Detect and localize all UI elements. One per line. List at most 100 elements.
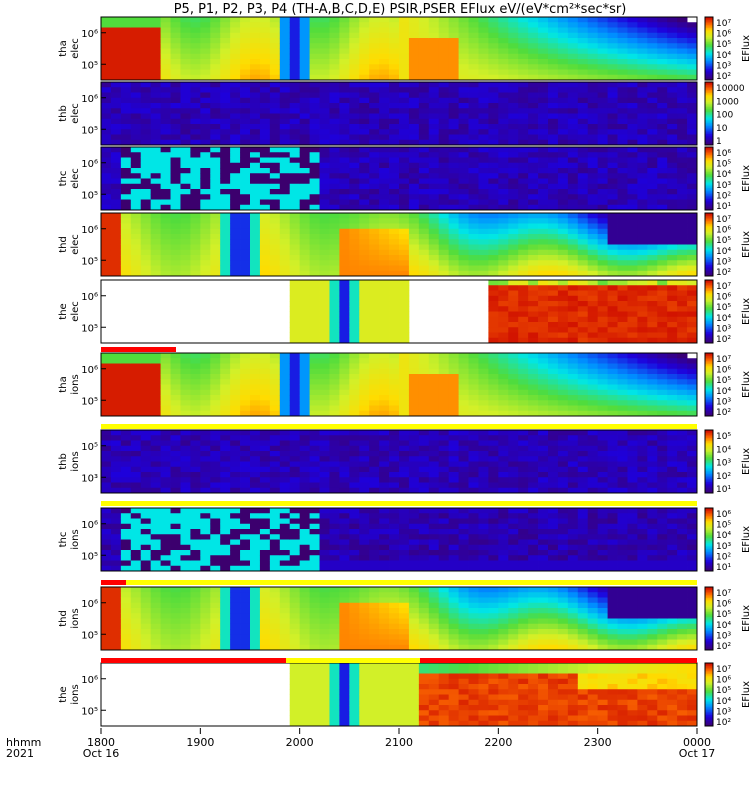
spectrogram-cell [190,43,201,49]
spectrogram-cell [677,270,688,277]
spectrogram-cell [617,124,628,130]
spectrogram-cell [190,353,201,359]
spectrogram-cell [528,17,539,23]
spectrogram-cell [548,451,559,457]
spectrogram-cell [488,82,499,88]
colorbar-cell [705,236,713,239]
spectrogram-cell [637,92,648,99]
spectrogram-cell [339,487,350,494]
spectrogram-cell [458,255,469,261]
colorbar-cell [705,17,713,19]
spectrogram-cell [647,280,658,286]
spectrogram-cell [448,265,459,272]
spectrogram-cell [279,234,291,240]
spectrogram-cell [190,405,201,412]
spectrogram-cell [359,430,370,436]
spectrogram-cell [478,218,489,224]
spectrogram-cell [597,332,608,339]
spectrogram-cell [528,118,539,125]
spectrogram-cell [627,22,638,28]
spectrogram-cell [587,228,599,235]
spectrogram-cell [488,189,499,195]
colorbar-cell [705,175,713,178]
spectrogram-cell [657,139,668,146]
spectrogram-cell [557,129,569,135]
spectrogram-cell [349,213,360,219]
spectrogram-cell [548,255,559,261]
spectrogram-cell [359,451,370,457]
spectrogram-cell [567,59,579,65]
spectrogram-cell [349,260,360,266]
spectrogram-cell [508,337,519,344]
colorbar-frame [704,279,714,344]
colorbar-cell [705,389,713,392]
spectrogram-cell [299,74,310,81]
spectrogram-cell [369,405,380,412]
spectrogram-cell [408,395,420,401]
spectrogram-cell [577,311,589,318]
spectrogram-cell [448,389,459,396]
spectrogram-cell [567,113,579,120]
spectrogram-cell [538,244,549,251]
spectrogram-cell [677,134,688,141]
spectrogram-cell [508,113,519,120]
spectrogram-cell [488,410,499,417]
spectrogram-cell [538,410,549,417]
spectrogram-cell [478,134,489,141]
spectrogram-cell [498,435,509,441]
spectrogram-cell [538,134,549,141]
spectrogram-cell [339,327,350,333]
spectrogram-cell [150,482,161,489]
spectrogram-cell [557,265,569,272]
spectrogram-cell [597,118,608,125]
spectrogram-cell [597,487,608,494]
spectrogram-cell [140,239,152,245]
spectrogram-cell [200,430,211,436]
spectrogram-cell [548,223,559,230]
spectrogram-cell [587,316,599,323]
spectrogram-cell [567,108,579,114]
spectrogram-cell [557,162,569,169]
spectrogram-cell [349,204,360,211]
spectrogram-cell [250,113,261,120]
spectrogram-cell [438,472,450,478]
colorbar-cell [705,239,713,242]
spectrogram-cell [150,17,161,23]
spectrogram-cell [468,189,479,195]
spectrogram-cell [250,223,261,230]
spectrogram-cell [597,53,608,60]
spectrogram-cell [259,178,271,185]
spectrogram-cell [438,59,450,65]
spectrogram-cell [210,199,221,206]
spectrogram-cell [577,451,589,457]
spectrogram-cell [140,199,152,206]
spectrogram-cell [190,168,201,174]
spectrogram-cell [548,322,559,328]
spectrogram-cell [647,27,658,34]
colorbar-cell [705,272,713,275]
spectrogram-cell [379,173,390,179]
spectrogram-cell [200,410,211,417]
spectrogram-cell [180,466,191,473]
spectrogram-cell [677,113,688,120]
colorbar-tick-label: 10⁴ [716,51,731,61]
spectrogram-cell [488,178,499,185]
spectrogram-cell [657,363,668,370]
spectrogram-cell [687,168,698,174]
spectrogram-cell [508,451,519,457]
spectrogram-cell [538,265,549,272]
spectrogram-cell [299,183,310,190]
spectrogram-cell [528,223,539,230]
spectrogram-cell [130,472,142,478]
spectrogram-cell [349,244,360,251]
spectrogram-cell [210,168,221,174]
spectrogram-cell [339,295,350,302]
spectrogram-cell [498,461,509,468]
spectrogram-cell [110,249,122,256]
spectrogram-cell [120,435,132,441]
spectrogram-cell [557,239,569,245]
spectrogram-cell [587,53,599,60]
spectrogram-cell [329,482,340,489]
spectrogram-cell [299,223,310,230]
spectrogram-cell [170,17,181,23]
